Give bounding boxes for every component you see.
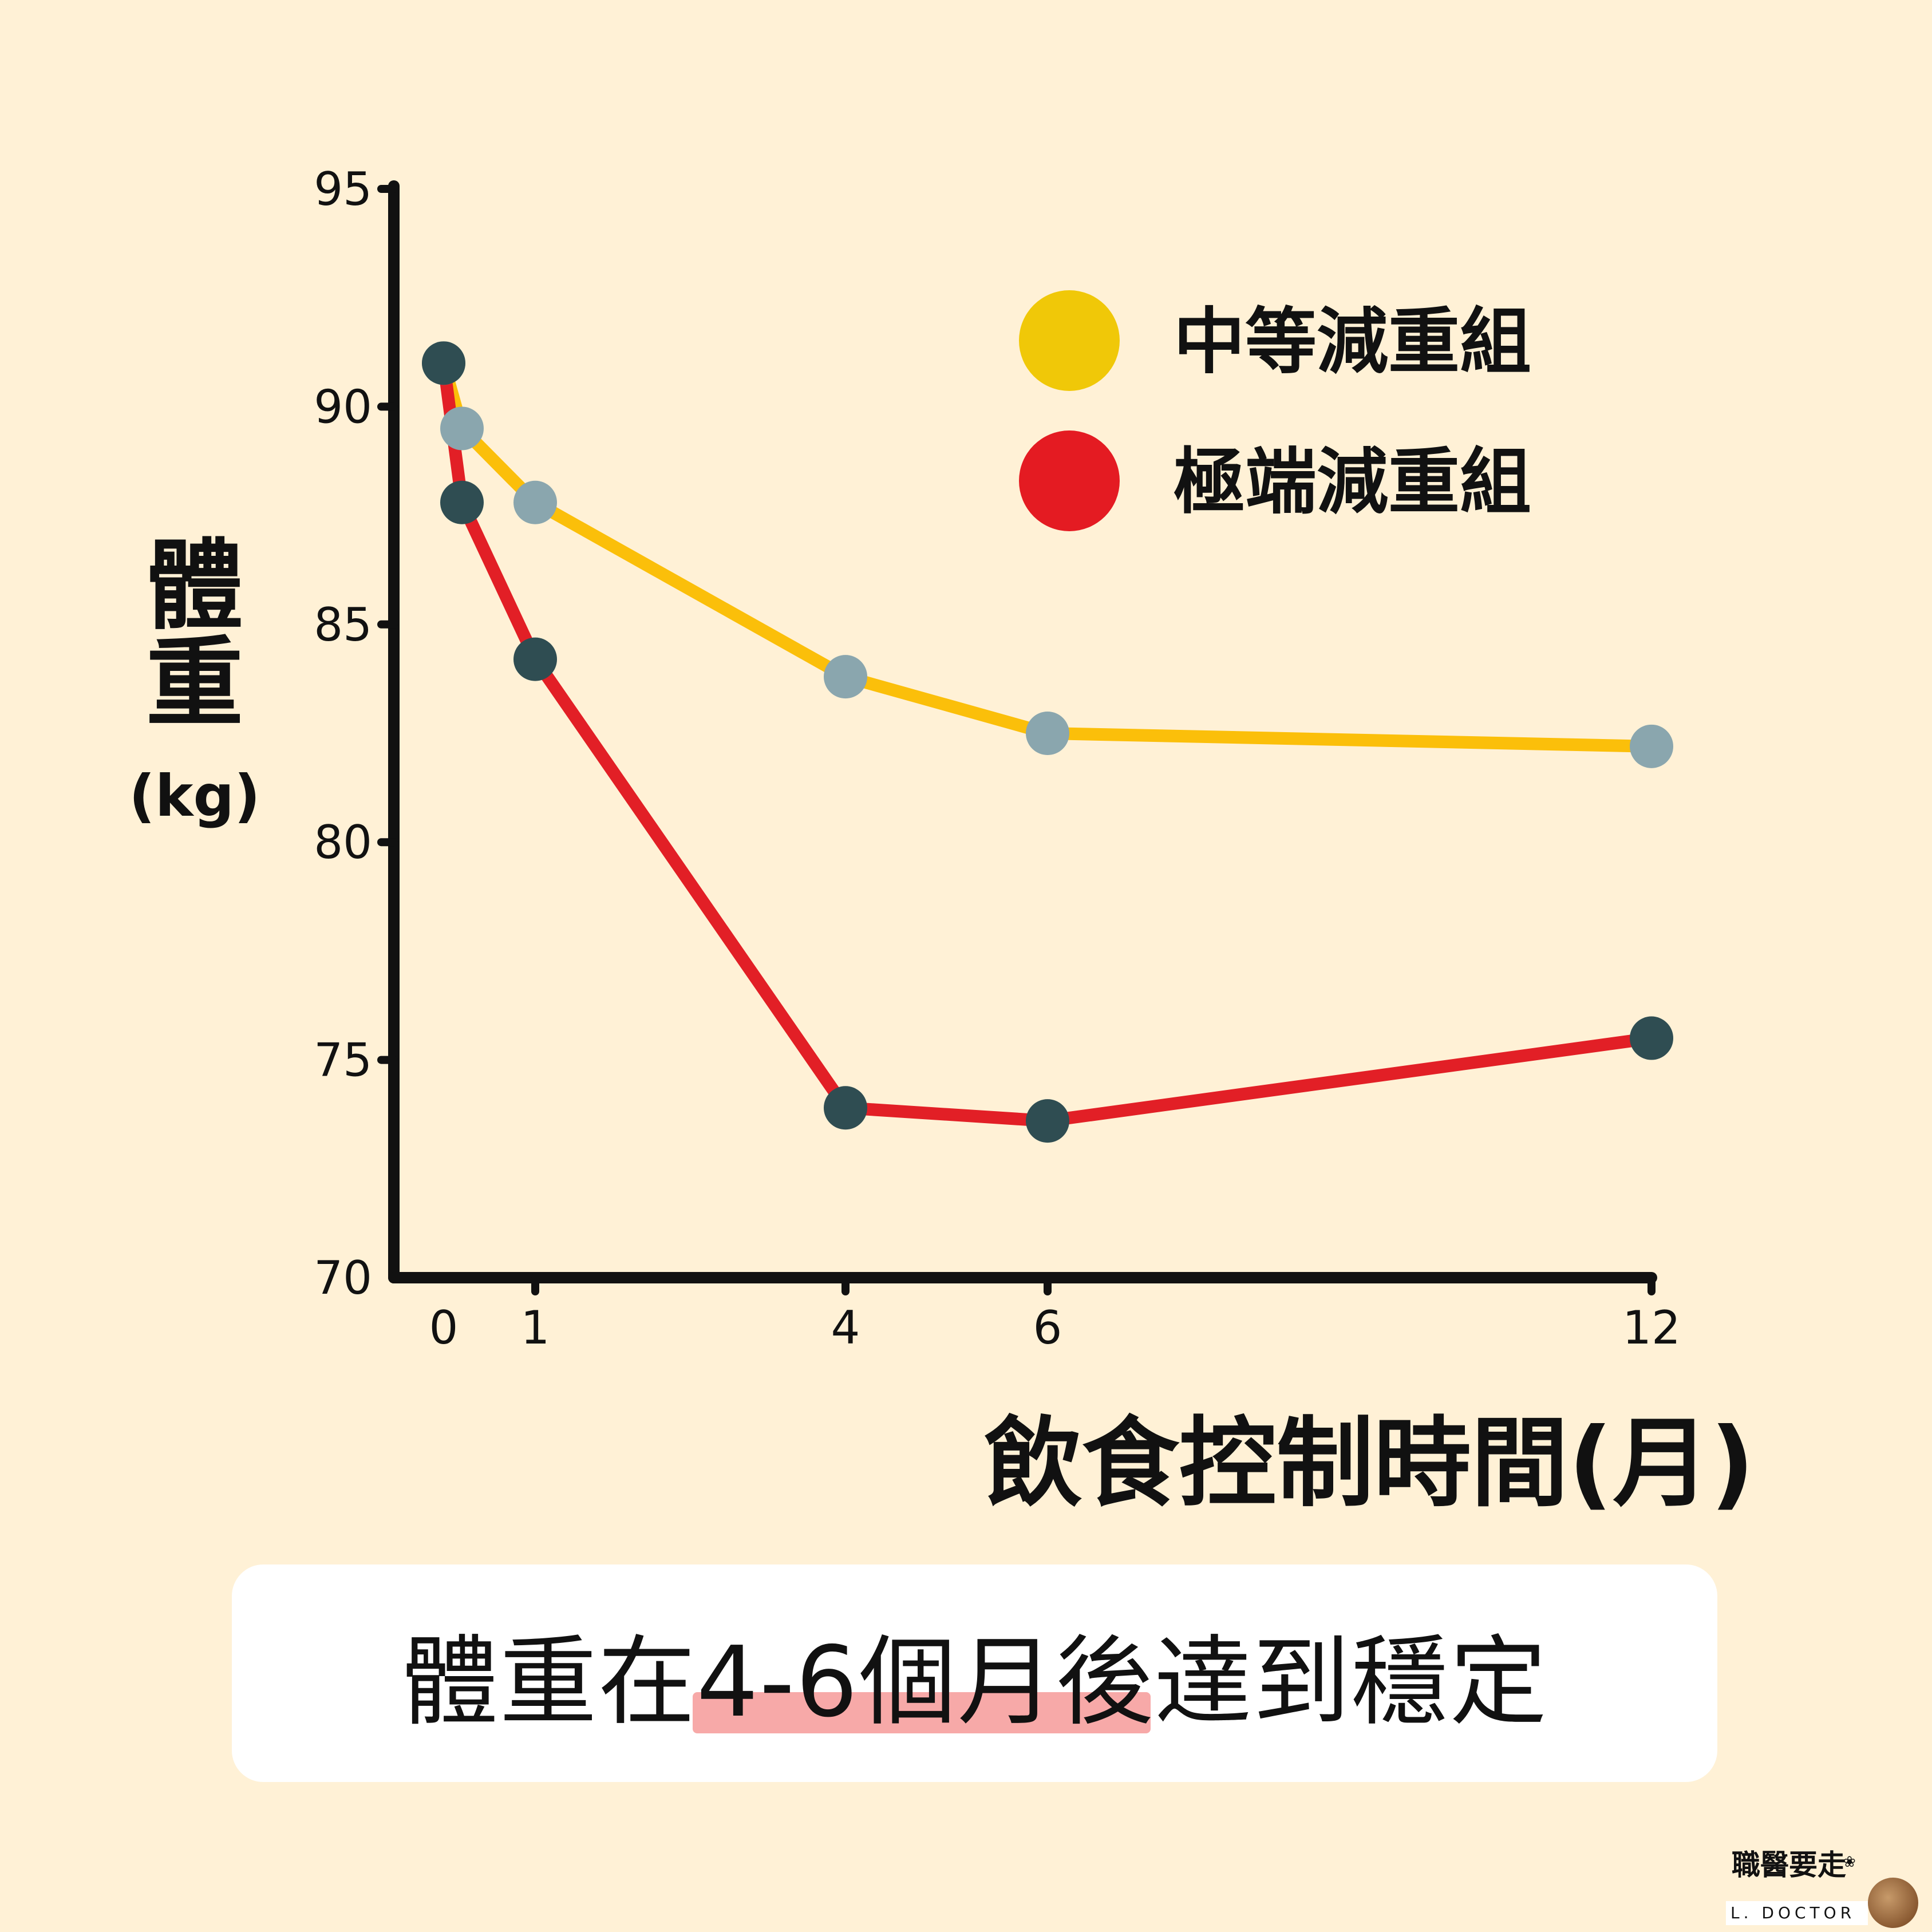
- data-point: [422, 341, 465, 385]
- legend-swatch-2: [1019, 430, 1120, 531]
- caption-text: 體重在4-6個月後達到穩定: [401, 1626, 1548, 1739]
- data-point: [1630, 724, 1673, 768]
- y-tick-label: 80: [314, 816, 372, 869]
- y-tick-label: 85: [314, 598, 372, 651]
- legend-swatch-1: [1019, 290, 1120, 391]
- y-tick-label: 90: [314, 380, 372, 433]
- caption-highlight: [693, 1692, 1151, 1733]
- x-axis-label: 飲食控制時間(月): [985, 1407, 1755, 1520]
- paw-prints-icon: ❀: [1843, 1854, 1856, 1871]
- series-markers: [422, 341, 1673, 1143]
- y-tick-label: 75: [314, 1034, 372, 1087]
- x-tick-label: 4: [831, 1301, 860, 1354]
- y-axis-unit: (kg): [129, 762, 260, 829]
- x-tick-label: 6: [1033, 1301, 1062, 1354]
- series-line-2: [437, 357, 1658, 1128]
- y-axis-label-char-2: 重: [146, 627, 243, 740]
- caption-box: 體重在4-6個月後達到穩定: [232, 1564, 1717, 1782]
- legend-label-1: 中等減重組: [1174, 301, 1531, 384]
- data-point: [513, 480, 557, 524]
- axis-labels: 體 重 (kg) 飲食控制時間(月): [129, 530, 1755, 1520]
- data-point: [1026, 1099, 1069, 1143]
- x-tick-label: 0: [429, 1301, 459, 1354]
- data-point: [440, 406, 484, 451]
- x-tick-label: 1: [521, 1301, 550, 1354]
- y-axis-label-char-1: 體: [146, 530, 243, 643]
- data-point: [824, 1086, 867, 1130]
- x-tick-label: 12: [1622, 1301, 1681, 1354]
- y-tick-label: 95: [314, 163, 372, 216]
- data-point: [1026, 712, 1069, 755]
- brand-logo: 職醫要走 ❀ L. DOCTOR: [1720, 1842, 1929, 1931]
- data-point: [824, 655, 867, 699]
- data-point: [440, 480, 484, 524]
- dog-avatar-icon: [1868, 1878, 1918, 1928]
- data-point: [1630, 1016, 1673, 1060]
- logo-english-text: L. DOCTOR: [1726, 1901, 1868, 1925]
- logo-chinese-text: 職醫要走: [1732, 1848, 1846, 1882]
- series-line-1: [437, 357, 1658, 753]
- legend-label-2: 極端減重組: [1174, 441, 1531, 524]
- data-point: [513, 637, 557, 681]
- axes: 70 75 80 85 90 95 0 1 4 6 12: [314, 163, 1681, 1354]
- y-tick-label: 70: [314, 1251, 372, 1305]
